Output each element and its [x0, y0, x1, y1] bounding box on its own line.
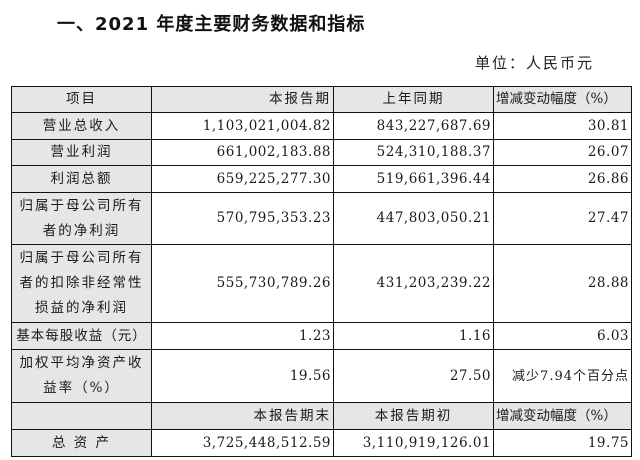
table-row: 营业总收入 1,103,021,004.82 843,227,687.69 30… [11, 112, 632, 140]
row-label: 归属于母公司所有者的扣除非经常性损益的净利润 [11, 244, 152, 323]
table-row: 加权平均净资产收益率（%） 19.56 27.50 减少7.94个百分点 [11, 349, 632, 403]
prior-value: 447,803,050.21 [333, 192, 494, 245]
header-current: 本报告期 [151, 86, 334, 113]
change-value: 26.07 [493, 139, 632, 166]
prior-value: 843,227,687.69 [333, 112, 494, 140]
table-subheader-row: 本报告期末 本报告期初 增减变动幅度（%） [11, 402, 632, 430]
change-value: 28.88 [493, 244, 632, 323]
prior-value: 519,661,396.44 [333, 165, 494, 193]
header2-prior: 本报告期初 [333, 402, 494, 430]
table-row: 利润总额 659,225,277.30 519,661,396.44 26.86 [11, 165, 632, 193]
header-change: 增减变动幅度（%） [493, 86, 632, 113]
table-row: 基本每股收益（元） 1.23 1.16 6.03 [11, 322, 632, 350]
change-value: 减少7.94个百分点 [493, 349, 632, 403]
table-row: 营业利润 661,002,183.88 524,310,188.37 26.07 [11, 139, 632, 166]
row-label: 归属于母公司所有者的净利润 [11, 192, 152, 245]
prior-value: 1.16 [333, 322, 494, 350]
table-row: 总 资 产 3,725,448,512.59 3,110,919,126.01 … [11, 429, 632, 457]
row-label: 营业总收入 [11, 112, 152, 140]
row-label: 基本每股收益（元） [11, 322, 152, 350]
current-value: 3,725,448,512.59 [151, 429, 334, 457]
table-row: 归属于母公司所有者的净利润 570,795,353.23 447,803,050… [11, 192, 632, 245]
change-value: 19.75 [493, 429, 632, 457]
header2-change: 增减变动幅度（%） [493, 402, 632, 430]
row-label: 利润总额 [11, 165, 152, 193]
current-value: 661,002,183.88 [151, 139, 334, 166]
currency-unit: 单位：人民币元 [474, 54, 594, 72]
table-row: 归属于母公司所有者的扣除非经常性损益的净利润 555,730,789.26 43… [11, 244, 632, 323]
change-value: 30.81 [493, 112, 632, 140]
current-value: 1.23 [151, 322, 334, 350]
current-value: 570,795,353.23 [151, 192, 334, 245]
current-value: 19.56 [151, 349, 334, 403]
header-item: 项目 [11, 86, 152, 113]
row-label: 加权平均净资产收益率（%） [11, 349, 152, 403]
prior-value: 431,203,239.22 [333, 244, 494, 323]
prior-value: 524,310,188.37 [333, 139, 494, 166]
change-value: 27.47 [493, 192, 632, 245]
section-title: 一、2021 年度主要财务数据和指标 [57, 14, 366, 35]
row-label: 总 资 产 [11, 429, 152, 457]
prior-value: 27.50 [333, 349, 494, 403]
table-header-row: 项目 本报告期 上年同期 增减变动幅度（%） [11, 86, 632, 113]
change-value: 26.86 [493, 165, 632, 193]
row-label: 营业利润 [11, 139, 152, 166]
prior-value: 3,110,919,126.01 [333, 429, 494, 457]
header2-item [11, 402, 152, 430]
current-value: 659,225,277.30 [151, 165, 334, 193]
header-prior: 上年同期 [333, 86, 494, 113]
header2-current: 本报告期末 [151, 402, 334, 430]
change-value: 6.03 [493, 322, 632, 350]
current-value: 1,103,021,004.82 [151, 112, 334, 140]
current-value: 555,730,789.26 [151, 244, 334, 323]
financial-data-table: 项目 本报告期 上年同期 增减变动幅度（%） 营业总收入 1,103,021,0… [11, 86, 632, 457]
